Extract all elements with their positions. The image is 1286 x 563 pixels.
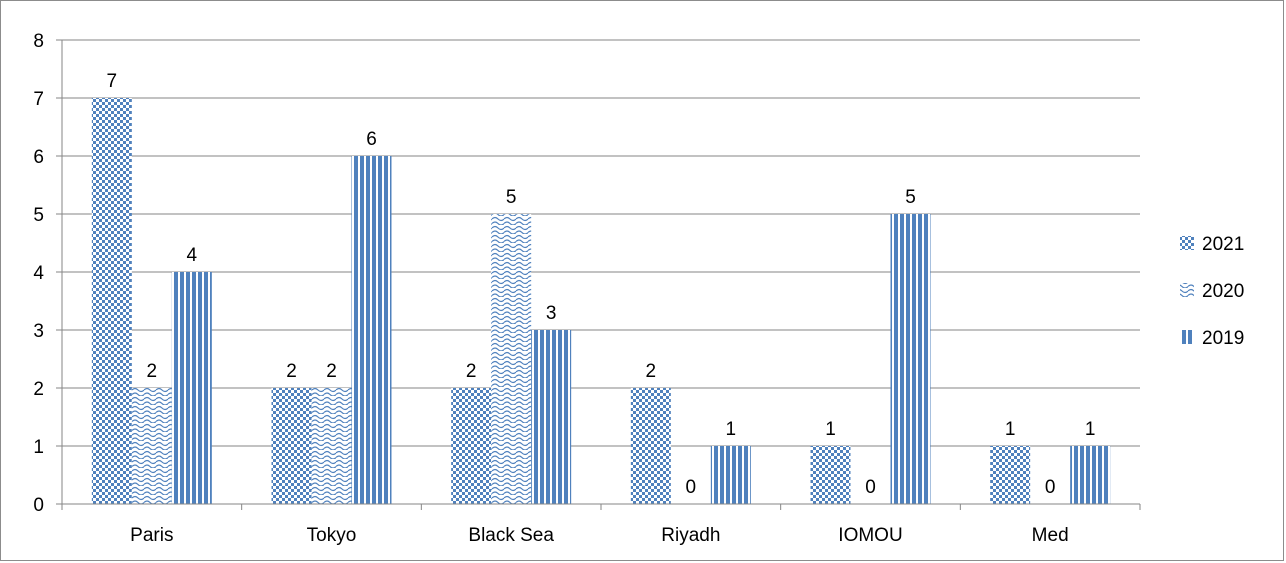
bar-2021-iomou (810, 446, 851, 504)
y-tick-label: 5 (33, 205, 44, 226)
data-label: 7 (107, 71, 118, 92)
y-tick-label: 7 (33, 89, 44, 110)
data-label: 1 (1005, 419, 1016, 440)
legend: 2021 2020 2019 (1180, 234, 1244, 349)
data-label: 1 (1085, 419, 1096, 440)
legend-swatch-2021 (1180, 236, 1194, 250)
y-tick-label: 6 (33, 147, 44, 168)
y-tick-label: 4 (33, 263, 44, 284)
data-label: 0 (865, 477, 876, 498)
x-category-label: Riyadh (661, 525, 720, 546)
x-category-label: Tokyo (307, 525, 357, 546)
data-label: 1 (726, 419, 737, 440)
y-tick-label: 1 (33, 437, 44, 458)
legend-label-2020: 2020 (1202, 281, 1244, 302)
axes: 0 1 2 3 4 5 6 7 8 Paris Tokyo Black Sea Riyadh IOMOU M… (33, 31, 1141, 546)
data-label: 2 (646, 361, 657, 382)
data-label: 2 (147, 361, 158, 382)
bar-2021-paris (91, 98, 132, 504)
x-category-label: Med (1032, 525, 1069, 546)
legend-swatch-2020 (1180, 283, 1194, 297)
legend-swatch-2019 (1180, 330, 1194, 344)
data-label: 0 (1045, 477, 1056, 498)
bar-2021-black-sea (451, 388, 492, 504)
bar-2021-med (990, 446, 1031, 504)
data-label: 5 (905, 187, 916, 208)
y-tick-label: 2 (33, 379, 44, 400)
x-category-label: Paris (130, 525, 173, 546)
y-tick-label: 3 (33, 321, 44, 342)
bar-2019-med (1070, 446, 1111, 504)
x-category-label: Black Sea (468, 525, 554, 546)
legend-label-2021: 2021 (1202, 234, 1244, 255)
data-label: 0 (686, 477, 697, 498)
data-label: 6 (366, 129, 377, 150)
data-label: 3 (546, 303, 557, 324)
bar-2019-tokyo (351, 156, 392, 504)
bar-2019-paris (171, 272, 212, 504)
legend-label-2019: 2019 (1202, 328, 1244, 349)
bar-2021-tokyo (271, 388, 312, 504)
gridlines (62, 39, 1140, 447)
y-tick-label: 8 (33, 31, 44, 52)
bar-2020-black-sea (491, 214, 532, 504)
data-label: 4 (187, 245, 198, 266)
data-label: 2 (466, 361, 477, 382)
data-label: 5 (506, 187, 517, 208)
bars-group (91, 98, 1111, 504)
y-tick-label: 0 (33, 495, 44, 516)
bar-2019-iomou (890, 214, 931, 504)
bar-2020-tokyo (311, 388, 352, 504)
bar-2021-riyadh (630, 388, 671, 504)
bar-2020-paris (131, 388, 172, 504)
data-label: 1 (825, 419, 836, 440)
bar-2019-riyadh (710, 446, 751, 504)
bar-2019-black-sea (531, 330, 572, 504)
data-label: 2 (326, 361, 337, 382)
x-category-label: IOMOU (838, 525, 902, 546)
data-label: 2 (286, 361, 297, 382)
